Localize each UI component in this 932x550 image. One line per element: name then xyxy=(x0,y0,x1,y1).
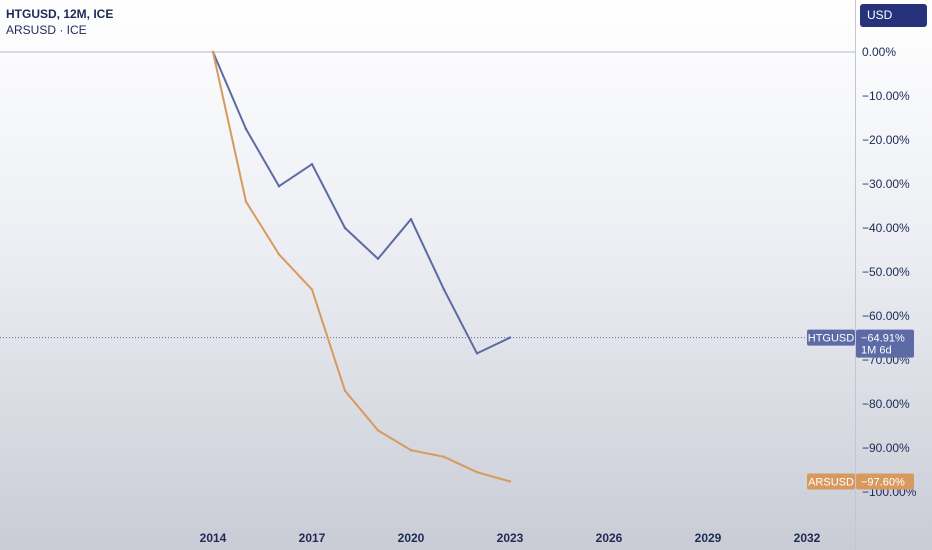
series-line-arsusd xyxy=(212,51,511,483)
last-value-label: −64.91% xyxy=(861,333,905,345)
data-point-arsusd xyxy=(211,50,215,54)
x-tick-label: 2026 xyxy=(596,531,623,545)
last-value-label: −97.60% xyxy=(861,476,905,488)
data-point-htgusd xyxy=(475,352,479,355)
y-tick-label: −40.00% xyxy=(862,221,910,235)
x-tick-label: 2020 xyxy=(398,531,425,545)
x-tick-label: 2017 xyxy=(299,531,326,545)
data-point-htgusd xyxy=(442,288,446,291)
data-point-arsusd xyxy=(442,455,446,458)
series-name-tag-label: HTGUSD xyxy=(808,333,855,345)
x-tick-label: 2032 xyxy=(794,531,821,545)
data-point-arsusd xyxy=(508,480,512,483)
bar-countdown-label: 1M 6d xyxy=(861,345,892,357)
y-tick-label: −80.00% xyxy=(862,397,910,411)
series-name-tag xyxy=(807,473,855,490)
last-value-tag xyxy=(856,473,914,490)
y-tick-label: 0.00% xyxy=(862,45,896,59)
x-tick-label: 2014 xyxy=(200,531,227,545)
legend-subtitle: ARSUSD · ICE xyxy=(6,23,87,37)
data-point-arsusd xyxy=(343,389,347,392)
series-name-tag xyxy=(807,329,855,346)
y-tick-label: −10.00% xyxy=(862,89,910,103)
data-point-arsusd xyxy=(475,471,479,474)
y-tick-label: −20.00% xyxy=(862,133,910,147)
data-point-htgusd xyxy=(244,127,248,131)
x-tick-label: 2029 xyxy=(695,531,722,545)
data-point-htgusd xyxy=(277,185,281,188)
y-tick-label: −50.00% xyxy=(862,265,910,279)
data-point-htgusd xyxy=(343,226,347,230)
y-tick-label: −60.00% xyxy=(862,309,910,323)
data-point-arsusd xyxy=(376,429,380,432)
data-point-htgusd xyxy=(376,257,380,260)
x-tick-label: 2023 xyxy=(497,531,524,545)
data-point-arsusd xyxy=(310,288,314,291)
data-point-arsusd xyxy=(277,253,281,256)
y-tick-label: −30.00% xyxy=(862,177,910,191)
last-value-tag xyxy=(856,329,914,358)
data-point-arsusd xyxy=(409,449,413,452)
data-point-arsusd xyxy=(244,200,248,203)
data-point-htgusd xyxy=(409,218,413,221)
chart-legend: HTGUSD, 12M, ICE ARSUSD · ICE xyxy=(6,6,113,38)
legend-title: HTGUSD, 12M, ICE xyxy=(6,7,114,21)
data-point-htgusd xyxy=(310,163,314,166)
series-line-htgusd xyxy=(212,51,511,355)
series-name-tag-label: ARSUSD xyxy=(808,476,854,488)
currency-button[interactable]: USD xyxy=(860,4,927,27)
y-tick-label: −90.00% xyxy=(862,441,910,455)
